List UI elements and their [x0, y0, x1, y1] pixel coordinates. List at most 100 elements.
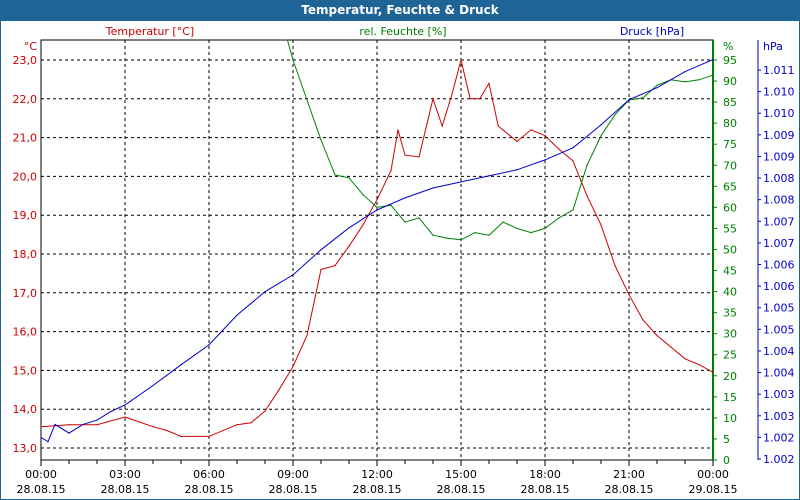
humidity-tick-label: 95	[723, 54, 737, 67]
data-point-humidity	[614, 114, 616, 116]
data-point-temperature	[334, 265, 336, 267]
pressure-tick-label: 1.006	[763, 259, 795, 272]
data-point-temperature	[469, 98, 471, 100]
data-point-pressure	[404, 197, 406, 199]
pressure-tick-label: 1.009	[763, 150, 795, 163]
data-point-temperature	[68, 424, 70, 426]
temperature-tick-label: 18,0	[13, 248, 38, 261]
data-point-temperature	[656, 334, 658, 337]
x-tick-date: 28.08.15	[437, 483, 486, 496]
data-point-temperature	[460, 59, 462, 61]
x-tick-time: 21:00	[613, 468, 645, 481]
x-tick-date: 28.08.15	[605, 483, 654, 496]
data-point-humidity	[530, 232, 532, 234]
data-point-temperature	[292, 365, 294, 368]
data-point-humidity	[712, 74, 714, 76]
humidity-tick-label: 30	[723, 328, 737, 341]
data-point-pressure	[47, 441, 49, 443]
data-point-temperature	[698, 363, 700, 366]
x-tick-time: 15:00	[445, 468, 477, 481]
x-tick-date: 28.08.15	[17, 483, 66, 496]
data-point-temperature	[180, 435, 182, 437]
data-point-temperature	[250, 422, 252, 424]
data-point-temperature	[390, 169, 392, 172]
data-point-pressure	[110, 410, 112, 413]
pressure-tick-label: 1.008	[763, 172, 795, 185]
temperature-tick-label: 17,0	[13, 287, 38, 300]
humidity-tick-label: 5	[723, 433, 730, 446]
pressure-tick-label: 1.003	[763, 410, 795, 423]
humidity-tick-label: 45	[723, 265, 737, 278]
data-point-humidity	[656, 84, 658, 86]
data-point-humidity	[334, 174, 336, 176]
pressure-tick-label: 1.004	[763, 345, 795, 358]
humidity-tick-label: 75	[723, 138, 737, 151]
data-point-humidity	[348, 177, 350, 179]
series-line-temperature	[40, 59, 714, 437]
chart-title: Temperatur, Feuchte & Druck	[0, 0, 800, 21]
temperature-tick-label: 23,0	[13, 54, 38, 67]
temperature-tick-label: 13,0	[13, 442, 38, 455]
data-point-temperature	[600, 224, 602, 226]
data-point-pressure	[712, 59, 714, 61]
pressure-tick-label: 1.010	[763, 107, 795, 120]
pressure-tick-label: 1.003	[763, 388, 795, 401]
data-point-humidity	[684, 81, 686, 83]
data-point-pressure	[264, 291, 266, 293]
humidity-tick-label: 40	[723, 286, 737, 299]
data-point-pressure	[656, 87, 658, 89]
data-point-temperature	[572, 160, 574, 162]
data-point-humidity	[544, 227, 546, 230]
data-point-temperature	[404, 154, 406, 156]
humidity-tick-label: 25	[723, 349, 737, 362]
data-point-temperature	[208, 435, 210, 437]
temperature-tick-label: 21,0	[13, 132, 38, 145]
data-point-humidity	[418, 217, 420, 219]
pressure-tick-label: 1.010	[763, 86, 795, 99]
humidity-tick-label: 35	[723, 307, 737, 320]
data-point-temperature	[544, 135, 546, 137]
data-point-temperature	[40, 426, 42, 428]
data-point-pressure	[628, 99, 630, 101]
data-point-temperature	[586, 195, 588, 197]
data-point-temperature	[642, 319, 644, 321]
data-point-humidity	[432, 234, 434, 236]
data-point-pressure	[516, 169, 518, 171]
x-tick-date: 28.08.15	[521, 483, 570, 496]
humidity-tick-label: 0	[723, 454, 730, 467]
humidity-tick-label: 15	[723, 391, 737, 404]
x-tick-time: 18:00	[529, 468, 561, 481]
pressure-tick-label: 1.007	[763, 215, 795, 228]
data-point-temperature	[516, 140, 518, 143]
data-point-humidity	[474, 232, 476, 234]
humidity-tick-label: 10	[723, 412, 737, 425]
temperature-tick-label: 15,0	[13, 364, 38, 377]
data-point-temperature	[96, 424, 98, 426]
data-point-pressure	[96, 419, 98, 421]
data-point-temperature	[166, 429, 168, 432]
data-point-temperature	[451, 94, 453, 96]
data-point-pressure	[124, 404, 126, 406]
pressure-tick-label: 1.009	[763, 129, 795, 142]
legend-humidity: rel. Feuchte [%]	[359, 25, 446, 38]
pressure-tick-label: 1.008	[763, 194, 795, 207]
data-point-pressure	[292, 274, 294, 276]
data-point-pressure	[600, 124, 602, 126]
data-point-temperature	[712, 371, 714, 373]
data-point-humidity	[320, 139, 322, 141]
data-point-pressure	[684, 71, 686, 73]
data-point-humidity	[446, 237, 448, 239]
data-point-temperature	[497, 125, 499, 127]
data-point-temperature	[614, 265, 616, 267]
data-point-pressure	[82, 423, 84, 426]
temperature-tick-label: 14,0	[13, 403, 38, 416]
data-point-humidity	[642, 97, 644, 99]
x-tick-time: 00:00	[25, 468, 57, 481]
data-point-pressure	[460, 181, 462, 183]
humidity-tick-label: 65	[723, 180, 737, 193]
data-point-humidity	[376, 206, 378, 208]
data-point-pressure	[40, 436, 42, 438]
data-point-pressure	[180, 364, 182, 366]
data-point-temperature	[432, 98, 434, 100]
